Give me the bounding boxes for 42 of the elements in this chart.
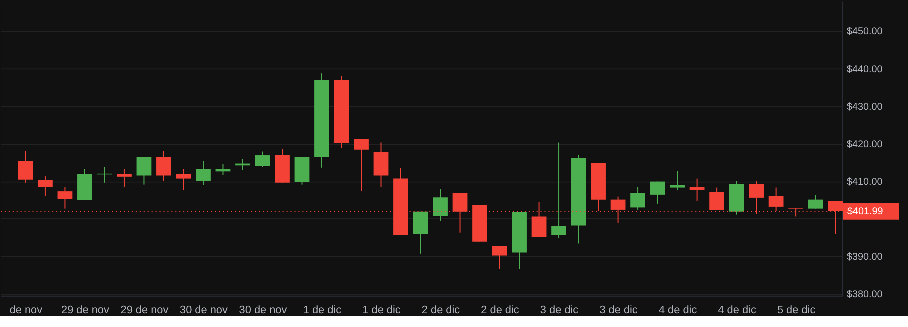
candlestick	[630, 186, 646, 210]
x-tick-label: 30 de nov	[180, 304, 228, 316]
x-tick-label: 1 de dic	[362, 304, 402, 316]
candlestick	[156, 150, 172, 182]
candlestick	[18, 150, 34, 184]
candlestick	[808, 194, 824, 210]
y-tick-label: $380.00	[846, 290, 884, 301]
candlestick	[670, 170, 685, 191]
x-tick-label: de nov	[10, 304, 44, 316]
y-tick-label: $430.00	[846, 102, 884, 113]
ref-line-label: $401.99	[847, 206, 884, 218]
candlestick	[117, 168, 132, 188]
x-tick-label: 3 de dic	[540, 304, 580, 316]
x-tick-label: 4 de dic	[658, 304, 698, 316]
y-tick-label: $440.00	[846, 64, 884, 76]
x-tick-label: 30 de nov	[239, 304, 288, 316]
x-tick-label: 4 de dic	[718, 304, 757, 316]
candlestick	[650, 181, 666, 204]
candlestick	[374, 142, 389, 188]
y-tick-label: $420.00	[846, 139, 884, 150]
x-tick-label: 5 de dic	[777, 304, 816, 316]
candlestick	[354, 138, 369, 192]
candlestick	[136, 156, 152, 186]
candlestick	[492, 246, 508, 270]
candlestick	[255, 151, 270, 168]
x-tick-label: 2 de dic	[481, 304, 520, 316]
y-tick-label: $390.00	[846, 252, 884, 263]
candlestick	[38, 176, 53, 197]
candlestick	[196, 160, 211, 186]
y-tick-label: $450.00	[846, 26, 884, 38]
x-tick-label: 3 de dic	[600, 304, 638, 316]
x-tick-label: 2 de dic	[422, 304, 461, 316]
candlestick	[690, 178, 705, 202]
candlestick	[413, 211, 428, 254]
x-tick-label: 29 de nov	[62, 304, 110, 316]
x-tick-label: 1 de dic	[303, 304, 342, 316]
candlestick	[552, 142, 566, 239]
y-tick-label: $410.00	[846, 176, 884, 188]
candlestick	[58, 186, 73, 210]
candlestick	[176, 168, 192, 191]
x-tick-label: 29 de nov	[120, 304, 170, 316]
candlestick	[433, 188, 448, 222]
